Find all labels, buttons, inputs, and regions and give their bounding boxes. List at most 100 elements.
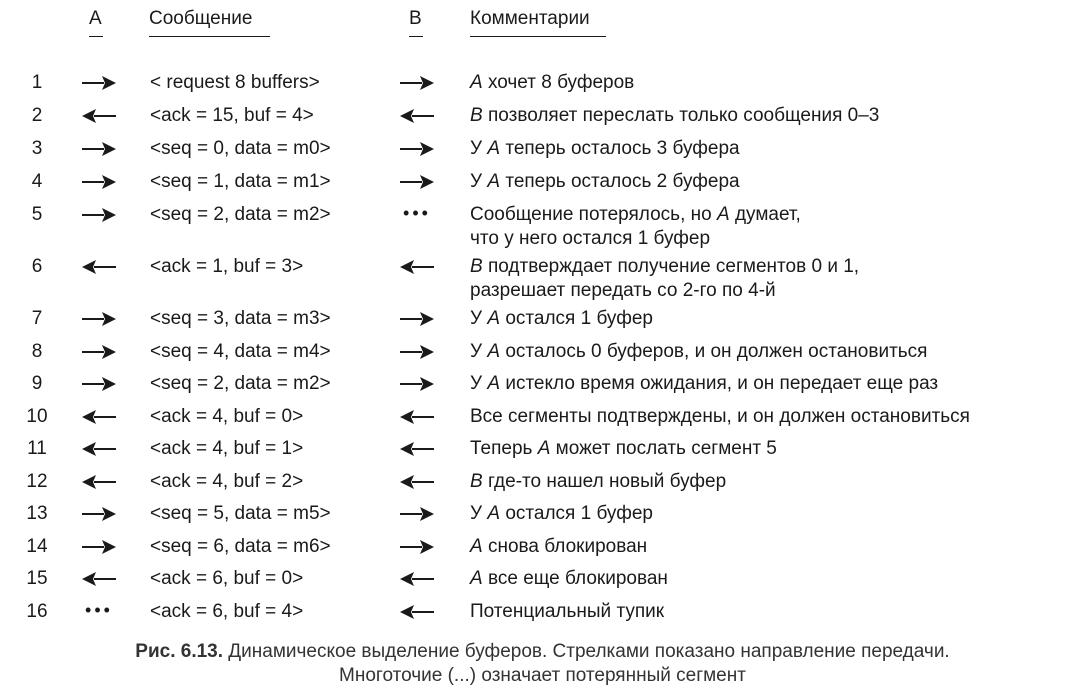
header-underline bbox=[470, 36, 606, 37]
column-header-comments: Комментарии bbox=[470, 8, 606, 37]
direction-a-arrow-right-icon bbox=[78, 340, 120, 364]
caption-text: Динамическое выделение буферов. Стрелкам… bbox=[223, 641, 950, 662]
comment-line: У A теперь осталось 2 буфера bbox=[470, 170, 740, 194]
caption-line-2: Многоточие (...) означает потерянный сег… bbox=[339, 665, 746, 686]
message-text: <seq = 6, data = m6> bbox=[150, 536, 331, 557]
comment-actor: A bbox=[487, 308, 501, 329]
row-number: 6 bbox=[31, 256, 43, 277]
comment-prefix: У bbox=[470, 503, 488, 524]
comment-line: B позволяет переслать только сообщения 0… bbox=[470, 104, 879, 128]
comment-body: хочет 8 буферов bbox=[482, 72, 635, 93]
comment-actor: B bbox=[470, 105, 483, 126]
comment-line: У A остался 1 буфер bbox=[470, 502, 653, 526]
direction-b-arrow-right-icon bbox=[396, 535, 438, 559]
comment-prefix: У bbox=[470, 138, 488, 159]
comment-text: A все еще блокирован bbox=[470, 567, 668, 591]
comment-actor: A bbox=[487, 341, 501, 362]
comment-body: где-то нашел новый буфер bbox=[482, 471, 727, 492]
message-text: <seq = 2, data = m2> bbox=[150, 373, 331, 394]
comment-line-2: разрешает передать со 2-го по 4-й bbox=[470, 280, 776, 301]
row-number: 10 bbox=[26, 406, 48, 427]
comment-text: B подтверждает получение сегментов 0 и 1… bbox=[470, 255, 859, 303]
row-number: 9 bbox=[31, 373, 43, 394]
comment-actor: A bbox=[470, 568, 483, 589]
comment-line: У A остался 1 буфер bbox=[470, 307, 653, 331]
comment-text: A хочет 8 буферов bbox=[470, 71, 634, 95]
message-text: <seq = 2, data = m2> bbox=[150, 204, 331, 225]
row-number: 14 bbox=[26, 536, 48, 557]
direction-a-arrow-right-icon bbox=[78, 203, 120, 227]
direction-a-arrow-left-icon bbox=[78, 470, 120, 494]
comment-prefix: Сообщение потерялось, но bbox=[470, 204, 717, 225]
direction-a-arrow-right-icon bbox=[78, 71, 120, 95]
comment-line: Теперь A может послать сегмент 5 bbox=[470, 437, 777, 461]
row-number: 15 bbox=[26, 568, 48, 589]
column-header-b-label: B bbox=[409, 8, 422, 29]
message-text: < request 8 buffers> bbox=[150, 72, 320, 93]
comment-body: подтверждает получение сегментов 0 и 1, bbox=[482, 256, 860, 277]
comment-text: У A теперь осталось 3 буфера bbox=[470, 137, 740, 161]
direction-b-arrow-left-icon bbox=[396, 104, 438, 128]
comment-text: B где-то нашел новый буфер bbox=[470, 470, 726, 494]
comment-body: остался 1 буфер bbox=[500, 503, 653, 524]
comment-text: Все сегменты подтверждены, и он должен о… bbox=[470, 405, 970, 429]
comment-body: теперь осталось 3 буфера bbox=[500, 138, 740, 159]
message-text: <ack = 15, buf = 4> bbox=[150, 105, 314, 126]
figure-caption: Рис. 6.13. Динамическое выделение буферо… bbox=[0, 640, 1085, 688]
row-number: 1 bbox=[31, 72, 43, 93]
caption-line-1: Рис. 6.13. Динамическое выделение буферо… bbox=[0, 640, 1085, 664]
message-text: <seq = 3, data = m3> bbox=[150, 308, 331, 329]
comment-actor: A bbox=[716, 204, 730, 225]
comment-line: Потенциальный тупик bbox=[470, 600, 664, 624]
header-underline bbox=[149, 36, 270, 37]
direction-b-arrow-right-icon bbox=[396, 340, 438, 364]
direction-a-arrow-left-icon bbox=[78, 255, 120, 279]
direction-b-arrow-left-icon bbox=[396, 470, 438, 494]
comment-actor: A bbox=[487, 373, 501, 394]
comment-line: A все еще блокирован bbox=[470, 567, 668, 591]
direction-b-lost-marker: ••• bbox=[403, 203, 431, 223]
direction-b-arrow-right-icon bbox=[396, 502, 438, 526]
direction-b-arrow-right-icon bbox=[396, 372, 438, 396]
comment-prefix: У bbox=[470, 308, 488, 329]
direction-a-arrow-left-icon bbox=[78, 437, 120, 461]
direction-b-arrow-right-icon bbox=[396, 307, 438, 331]
comment-line: A хочет 8 буферов bbox=[470, 71, 634, 95]
column-header-a: A bbox=[89, 8, 103, 37]
direction-a-lost-marker: ••• bbox=[85, 600, 113, 620]
comment-line: B где-то нашел новый буфер bbox=[470, 470, 726, 494]
comment-text: B позволяет переслать только сообщения 0… bbox=[470, 104, 879, 128]
comment-body: остался 1 буфер bbox=[500, 308, 653, 329]
comment-body: думает, bbox=[729, 204, 801, 225]
column-header-b: B bbox=[409, 8, 423, 37]
message-text: <ack = 4, buf = 2> bbox=[150, 471, 304, 492]
comment-body: Все сегменты подтверждены, и он должен о… bbox=[470, 406, 970, 427]
comment-body: снова блокирован bbox=[482, 536, 648, 557]
direction-b-arrow-right-icon bbox=[396, 170, 438, 194]
header-underline bbox=[409, 36, 423, 37]
comment-text: Сообщение потерялось, но A думает, что у … bbox=[470, 203, 801, 251]
comment-prefix: Теперь bbox=[470, 438, 538, 459]
direction-b-arrow-left-icon bbox=[396, 600, 438, 624]
row-number: 2 bbox=[31, 105, 43, 126]
direction-a-arrow-right-icon bbox=[78, 372, 120, 396]
column-header-message: Сообщение bbox=[149, 8, 270, 37]
comment-body: Потенциальный тупик bbox=[470, 601, 665, 622]
row-number: 13 bbox=[26, 503, 48, 524]
header-underline bbox=[89, 36, 103, 37]
comment-text: У A теперь осталось 2 буфера bbox=[470, 170, 740, 194]
message-text: <seq = 0, data = m0> bbox=[150, 138, 331, 159]
direction-a-arrow-right-icon bbox=[78, 502, 120, 526]
message-text: <ack = 4, buf = 1> bbox=[150, 438, 304, 459]
row-number: 4 bbox=[31, 171, 43, 192]
caption-label: Рис. 6.13. bbox=[135, 641, 224, 662]
direction-b-arrow-left-icon bbox=[396, 567, 438, 591]
direction-a-arrow-left-icon bbox=[78, 104, 120, 128]
comment-line: B подтверждает получение сегментов 0 и 1… bbox=[470, 255, 859, 279]
comment-body: позволяет переслать только сообщения 0–3 bbox=[482, 105, 880, 126]
direction-b-arrow-right-icon bbox=[396, 71, 438, 95]
comment-text: У A осталось 0 буферов, и он должен оста… bbox=[470, 340, 927, 364]
direction-a-arrow-right-icon bbox=[78, 307, 120, 331]
comment-actor: A bbox=[470, 72, 483, 93]
message-text: <seq = 1, data = m1> bbox=[150, 171, 331, 192]
